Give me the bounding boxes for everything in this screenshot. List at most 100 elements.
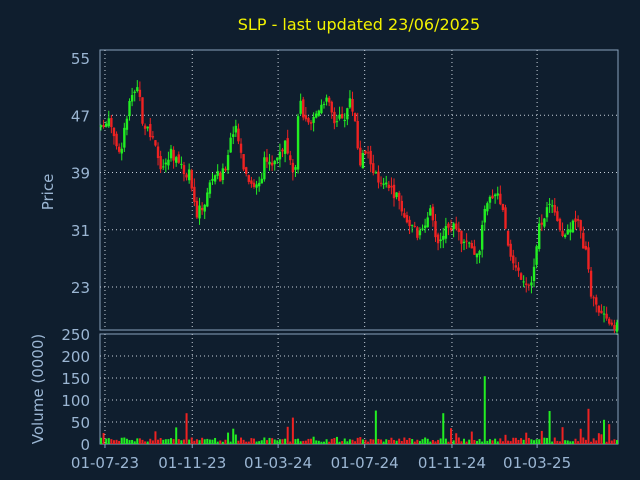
- candle-body: [172, 149, 175, 161]
- volume-bar: [494, 438, 497, 444]
- candle-body: [208, 182, 212, 194]
- volume-bar: [473, 439, 476, 444]
- volume-bar: [164, 439, 167, 444]
- volume-bar: [182, 439, 185, 444]
- candle-body: [488, 196, 492, 203]
- volume-bar: [214, 437, 217, 444]
- candle-body: [146, 126, 149, 129]
- volume-bar: [372, 439, 375, 444]
- volume-bar: [551, 441, 554, 444]
- volume-bar: [177, 439, 180, 444]
- volume-bar: [180, 440, 183, 444]
- candle-body: [563, 234, 567, 237]
- candle-body: [392, 184, 396, 199]
- candle-body: [574, 218, 577, 222]
- candle-body: [128, 100, 131, 117]
- volume-bar: [517, 439, 520, 444]
- candle-body: [374, 172, 378, 174]
- candle-body: [506, 230, 510, 246]
- candle-body: [302, 99, 305, 118]
- candle-body: [154, 140, 157, 146]
- volume-bar: [157, 439, 160, 444]
- candle-body: [589, 270, 593, 297]
- candle-body: [558, 218, 562, 230]
- candle-body: [265, 157, 269, 162]
- candle-body: [434, 221, 437, 238]
- volume-bar: [172, 439, 175, 444]
- volume-bar: [390, 437, 393, 444]
- volume-bar: [475, 440, 478, 444]
- candle-body: [372, 163, 375, 173]
- candle-body: [338, 114, 341, 119]
- volume-bar: [278, 439, 281, 444]
- candle-body: [268, 161, 271, 165]
- candle-body: [224, 168, 227, 171]
- volume-bar: [144, 441, 147, 444]
- price-tick-label: 47: [71, 107, 90, 125]
- candle-body: [361, 153, 365, 169]
- candle-body: [449, 227, 453, 230]
- volume-bar: [348, 439, 351, 444]
- candle-body: [418, 230, 422, 236]
- volume-bar: [574, 438, 577, 444]
- volume-bar: [426, 438, 429, 444]
- volume-bar: [190, 437, 193, 444]
- volume-bar: [281, 439, 284, 444]
- candle-body: [252, 182, 256, 188]
- volume-bar: [304, 440, 307, 444]
- volume-bar: [102, 433, 105, 444]
- volume-bar: [455, 433, 458, 444]
- volume-bar: [229, 441, 232, 444]
- candle-body: [595, 297, 598, 305]
- volume-bar: [297, 438, 300, 444]
- candle-body: [167, 159, 170, 166]
- candle-body: [317, 110, 321, 116]
- candle-body: [496, 193, 499, 196]
- candle-body: [584, 245, 588, 250]
- candle-body: [548, 203, 551, 205]
- x-tick-label: 01-07-24: [331, 454, 399, 472]
- candle-body: [351, 99, 354, 112]
- candle-body: [182, 165, 186, 175]
- volume-bar: [175, 427, 178, 444]
- volume-bar: [245, 441, 248, 444]
- volume-bar: [315, 440, 318, 444]
- volume-bar: [151, 440, 154, 444]
- volume-bar: [252, 438, 255, 444]
- volume-bar: [416, 439, 419, 444]
- volume-bar: [307, 438, 310, 444]
- candle-body: [447, 223, 450, 228]
- candle-body: [538, 223, 541, 250]
- volume-bar: [447, 441, 450, 444]
- candle-body: [499, 193, 502, 205]
- candle-body: [278, 151, 282, 160]
- volume-bar: [465, 441, 468, 444]
- candle-body: [110, 118, 113, 128]
- x-tick-label: 01-07-23: [71, 454, 139, 472]
- candle-body: [322, 103, 326, 105]
- volume-bar: [437, 439, 440, 444]
- candle-body: [439, 239, 442, 242]
- volume-bar: [167, 439, 170, 444]
- candle-body: [535, 246, 538, 265]
- volume-bar: [569, 441, 572, 444]
- candle-body: [226, 155, 230, 171]
- candle-body: [294, 167, 297, 170]
- candle-body: [532, 266, 536, 282]
- candle-body: [117, 146, 121, 152]
- volume-bar: [322, 441, 325, 444]
- volume-tick-label: 200: [61, 348, 90, 366]
- candle-body: [387, 184, 391, 189]
- candle-body: [120, 148, 123, 154]
- candle-body: [480, 224, 484, 250]
- volume-tick-label: 100: [61, 392, 90, 410]
- volume-bar: [463, 438, 466, 444]
- volume-bar: [543, 437, 546, 444]
- volume-bar: [260, 440, 263, 444]
- candle-body: [556, 211, 559, 221]
- candle-body: [504, 207, 507, 229]
- candle-body: [307, 118, 310, 123]
- volume-bar: [405, 439, 408, 444]
- volume-bar: [374, 410, 377, 444]
